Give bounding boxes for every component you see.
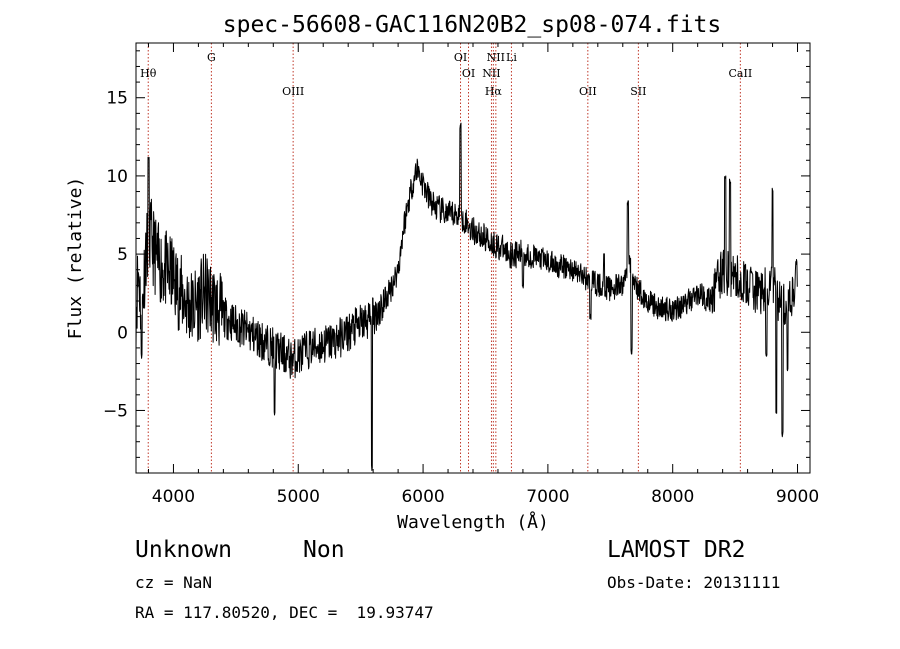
spectral-line-label: Li: [506, 51, 517, 64]
y-tick-label: 10: [106, 167, 128, 187]
obs-date-label: Obs-Date: 20131111: [607, 573, 781, 592]
spectral-line-label: OI: [454, 51, 467, 64]
x-tick-label: 5000: [277, 487, 320, 507]
spectral-line-label: OIII: [282, 85, 304, 98]
spectral-line-label: SII: [630, 85, 646, 98]
x-axis-label: Wavelength (Å): [397, 511, 549, 533]
survey-label: LAMOST DR2: [607, 537, 746, 563]
y-tick-label: 15: [106, 89, 128, 109]
redshift-label: cz = NaN: [135, 573, 213, 592]
coordinates-label: RA = 117.80520, DEC = 19.93747: [135, 603, 434, 622]
x-tick-label: 4000: [152, 487, 195, 507]
spectral-line-label: OII: [579, 85, 597, 98]
spectral-line-label: G: [207, 51, 216, 64]
x-tick-label: 6000: [401, 487, 444, 507]
classification-label: Unknown: [135, 537, 232, 563]
y-tick-label: −5: [103, 401, 128, 421]
spectral-line-label: Hα: [485, 85, 503, 98]
spectral-line-label: NII: [482, 67, 500, 80]
x-tick-label: 8000: [651, 487, 694, 507]
x-tick-label: 9000: [776, 487, 819, 507]
y-tick-label: 5: [117, 245, 128, 265]
plot-frame: [135, 42, 811, 474]
y-axis: −5 0 5 10 15: [103, 50, 810, 458]
spectral-line-label: CaII: [729, 67, 753, 80]
x-axis: 4000 5000 6000 7000 8000 9000: [147, 43, 819, 507]
spectral-line-label: NII: [487, 51, 505, 64]
spectral-line-label: Hθ: [140, 67, 157, 80]
spectral-line-markers: [147, 43, 741, 473]
spectral-line-label: OI: [462, 67, 475, 80]
subclass-label: Non: [303, 537, 345, 563]
y-axis-label: Flux (relative): [65, 177, 86, 340]
spectrum-trace: [135, 122, 798, 471]
x-tick-label: 7000: [526, 487, 569, 507]
y-tick-label: 0: [117, 323, 128, 343]
chart-title: spec-56608-GAC116N20B2_sp08-074.fits: [223, 12, 722, 38]
